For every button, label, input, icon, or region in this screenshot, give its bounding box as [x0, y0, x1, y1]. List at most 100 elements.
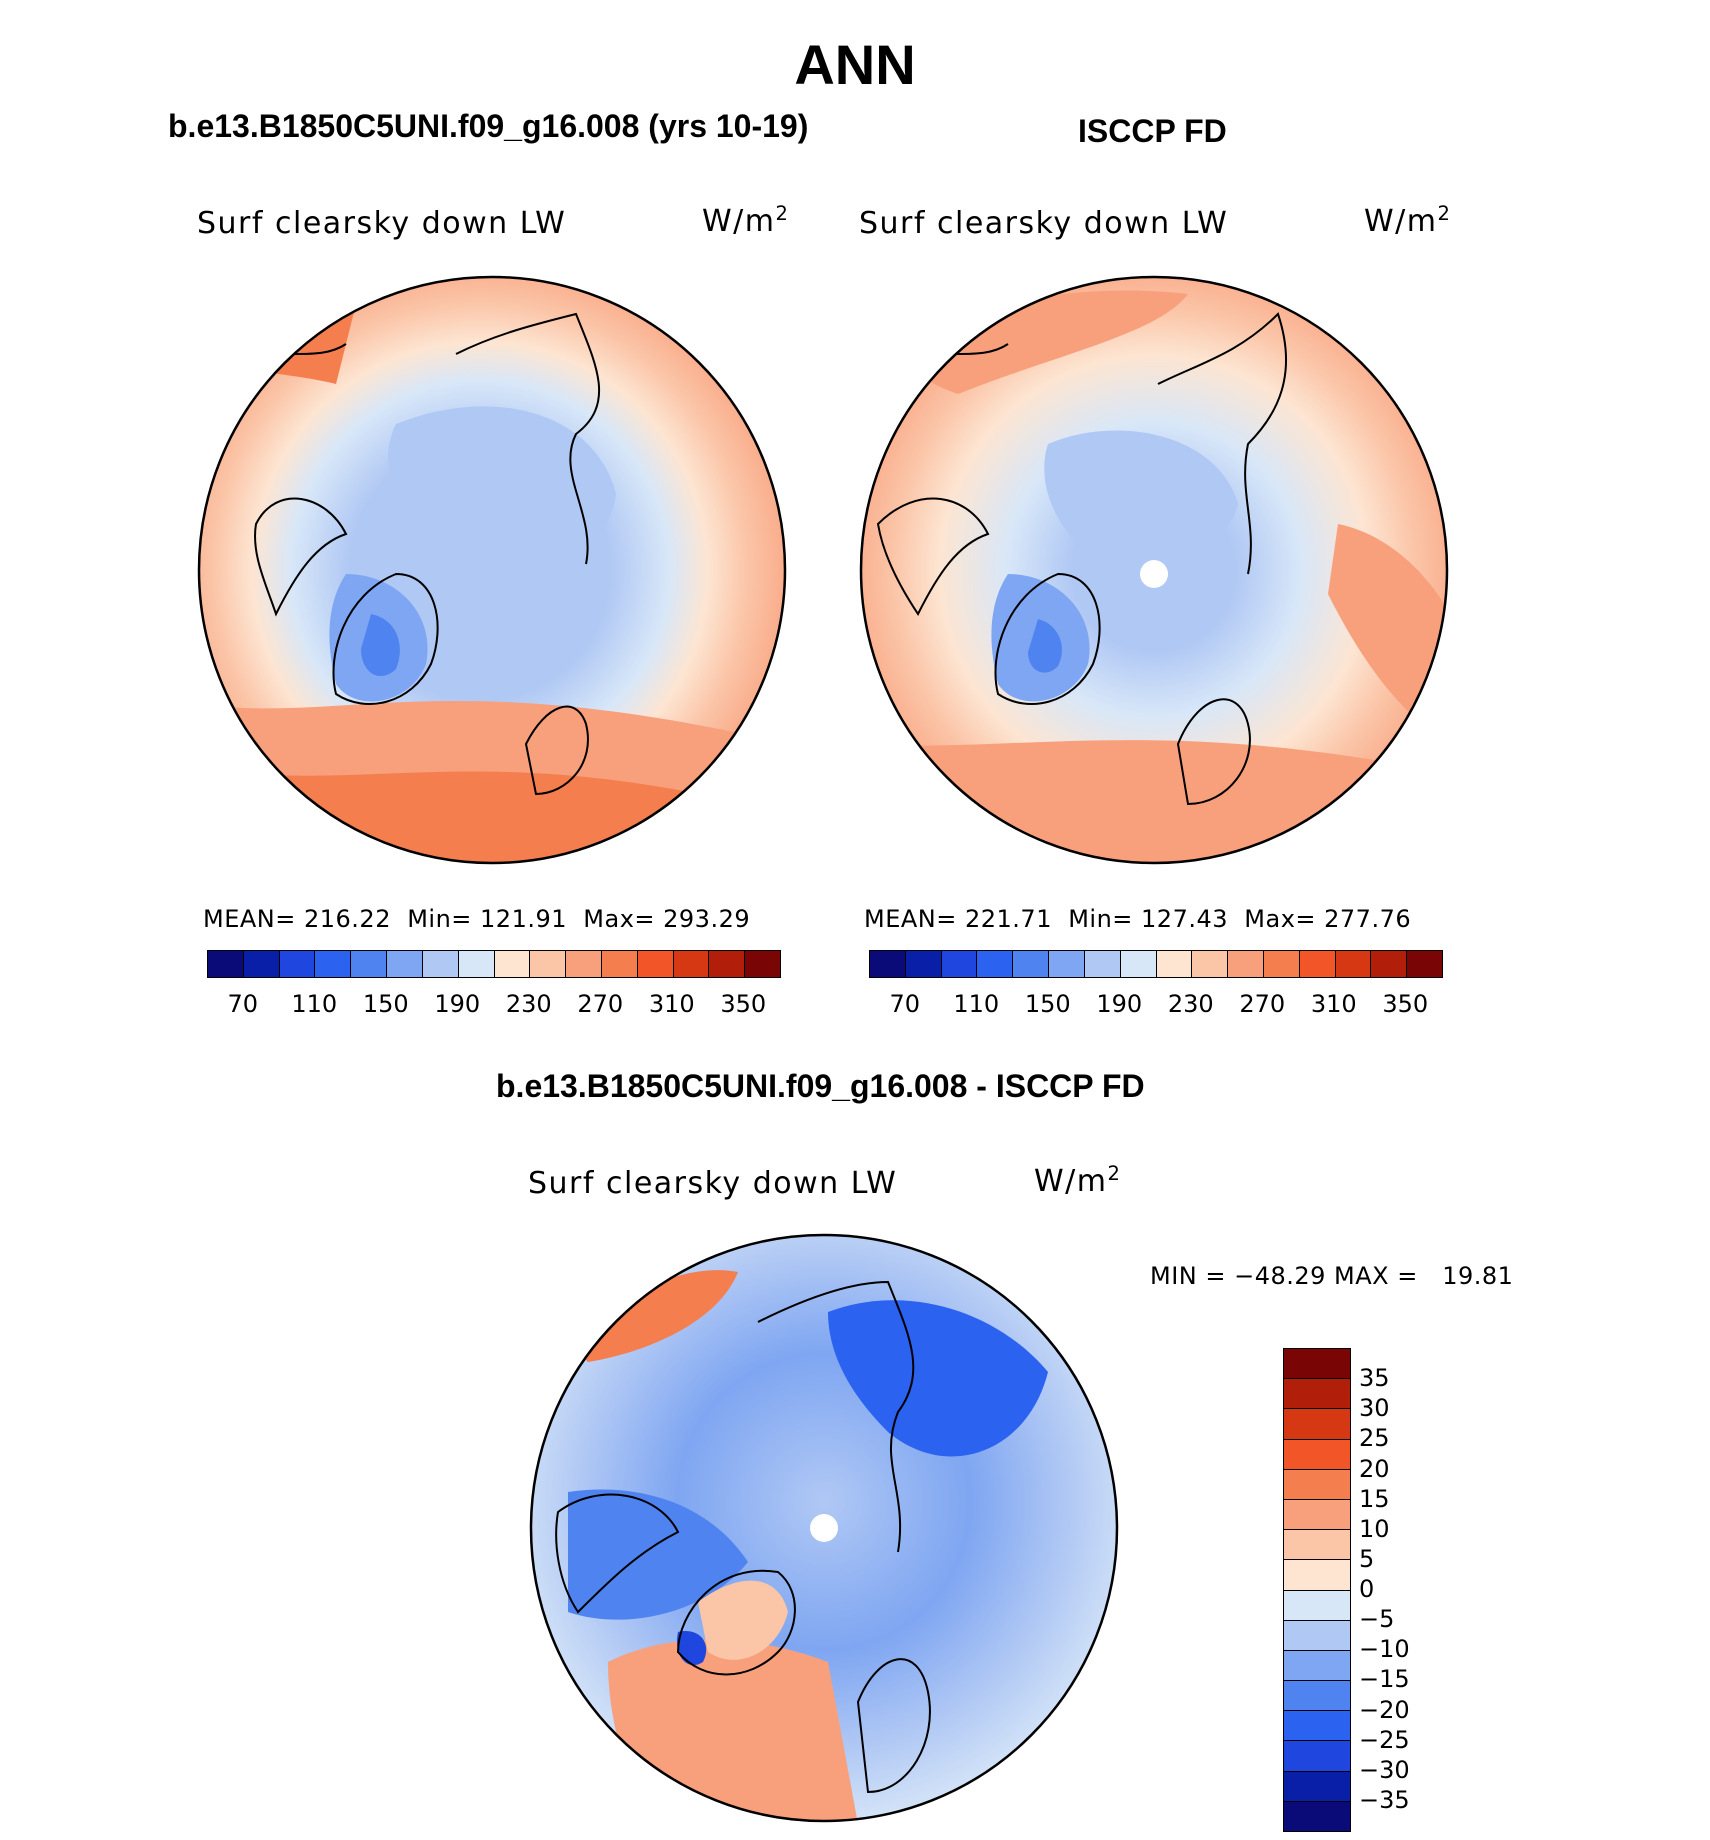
colorbar-tick-label: 350 [1382, 990, 1429, 1018]
obs-pole-hole [1140, 560, 1168, 588]
colorbar-box [1284, 1499, 1350, 1531]
obs-units-exp: 2 [1437, 202, 1452, 225]
colorbar-tick-label: 270 [1239, 990, 1286, 1018]
obs-run-title: ISCCP FD [1078, 113, 1227, 149]
colorbar-box [1284, 1771, 1350, 1802]
diff-run-title: b.e13.B1850C5UNI.f09_g16.008 - ISCCP FD [496, 1068, 1145, 1104]
colorbar-box [422, 951, 459, 977]
colorbar-box [1284, 1439, 1350, 1470]
colorbar-tick-label: 5 [1359, 1544, 1375, 1573]
obs-colorbar [869, 950, 1443, 978]
colorbar-box [1084, 951, 1121, 977]
obs-coastline-greenland [994, 572, 1101, 705]
model-coastline-siberia [455, 312, 600, 565]
model-units-base: W/m [702, 204, 776, 239]
diff-polar-map [529, 1233, 1119, 1823]
colorbar-tick-label: 30 [1359, 1394, 1390, 1423]
diff-stats: MIN = −48.29 MAX = 19.81 [1150, 1262, 1514, 1290]
colorbar-box [243, 951, 280, 977]
colorbar-box [1284, 1560, 1350, 1591]
obs-coastline-scandinavia [1176, 698, 1251, 806]
colorbar-tick-label: 190 [434, 990, 481, 1018]
colorbar-tick-label: 10 [1359, 1514, 1390, 1543]
model-colorbar [207, 950, 781, 978]
model-var-label: Surf clearsky down LW [197, 206, 567, 241]
colorbar-tick-label: 150 [1024, 990, 1071, 1018]
diff-units-exp: 2 [1107, 1162, 1122, 1185]
model-polar-map [197, 275, 787, 865]
colorbar-box [870, 951, 906, 977]
obs-arctic-center [1044, 430, 1238, 559]
model-units: W/m2 [702, 202, 789, 239]
colorbar-box [745, 951, 780, 977]
colorbar-box [1371, 951, 1408, 977]
diff-coastline-siberia [757, 1280, 915, 1553]
colorbar-box [905, 951, 942, 977]
colorbar-tick-label: 25 [1359, 1424, 1390, 1453]
colorbar-box [1156, 951, 1193, 977]
diff-greenland-positive [698, 1580, 788, 1660]
colorbar-box [1284, 1801, 1350, 1831]
diff-colorbar [1283, 1348, 1351, 1832]
colorbar-tick-label: −35 [1359, 1785, 1410, 1814]
colorbar-box [1284, 1650, 1350, 1682]
colorbar-tick-label: 310 [648, 990, 695, 1018]
colorbar-tick-label: 20 [1359, 1454, 1390, 1483]
diff-east-strong-negative [828, 1300, 1048, 1457]
model-north-warm-patch [236, 300, 356, 384]
colorbar-box [637, 951, 674, 977]
colorbar-box [351, 951, 388, 977]
diff-north-positive-patch [568, 1270, 738, 1362]
colorbar-box [601, 951, 638, 977]
colorbar-tick-label: 35 [1359, 1364, 1390, 1393]
colorbar-tick-label: 230 [505, 990, 552, 1018]
colorbar-box [279, 951, 316, 977]
obs-polar-map [859, 275, 1449, 865]
colorbar-box [1192, 951, 1229, 977]
colorbar-box [494, 951, 531, 977]
model-coastline-scandinavia [524, 705, 589, 796]
model-colorbar-ticks: 70 110 150 190 230 270 310 350 [207, 990, 779, 1022]
colorbar-box [1284, 1711, 1350, 1742]
diff-coastline-canada [555, 1493, 680, 1614]
diff-units-base: W/m [1034, 1164, 1108, 1199]
obs-var-label: Surf clearsky down LW [859, 206, 1229, 241]
colorbar-box [1407, 951, 1442, 977]
colorbar-tick-label: −10 [1359, 1635, 1410, 1664]
obs-units: W/m2 [1364, 202, 1451, 239]
page-title: ANN [794, 33, 916, 96]
colorbar-box [1284, 1741, 1350, 1772]
diff-units: W/m2 [1034, 1162, 1121, 1199]
colorbar-tick-label: 270 [577, 990, 624, 1018]
colorbar-box [1299, 951, 1336, 977]
obs-coastline-siberia [1157, 312, 1287, 575]
colorbar-box [530, 951, 567, 977]
diff-pole-hole [810, 1514, 838, 1542]
colorbar-tick-label: 230 [1167, 990, 1214, 1018]
colorbar-box [458, 951, 495, 977]
colorbar-tick-label: 350 [720, 990, 767, 1018]
colorbar-box [673, 951, 710, 977]
colorbar-tick-label: 190 [1096, 990, 1143, 1018]
colorbar-box [1049, 951, 1085, 977]
model-units-exp: 2 [775, 202, 790, 225]
diff-west-strong-negative [568, 1489, 748, 1620]
colorbar-box [1120, 951, 1157, 977]
colorbar-box [1284, 1409, 1350, 1440]
colorbar-box [566, 951, 602, 977]
colorbar-tick-label: 70 [889, 990, 921, 1018]
colorbar-box [208, 951, 244, 977]
colorbar-tick-label: −30 [1359, 1755, 1410, 1784]
diff-coastline-greenland [676, 1569, 796, 1676]
colorbar-box [977, 951, 1014, 977]
colorbar-tick-label: 150 [362, 990, 409, 1018]
obs-stats: MEAN= 221.71 Min= 127.43 Max= 277.76 [864, 905, 1412, 933]
obs-coastline-canada [876, 497, 990, 616]
colorbar-box [1284, 1469, 1350, 1500]
model-coastline-greenland [332, 572, 439, 705]
diff-colorbar-ticks: 35 30 25 20 15 10 5 0 −5 −10 −15 −20 −25 −30 −35 [1359, 1348, 1479, 1830]
obs-units-base: W/m [1364, 204, 1438, 239]
colorbar-box [387, 951, 423, 977]
colorbar-box [1228, 951, 1264, 977]
model-south-hot-band [199, 771, 785, 863]
